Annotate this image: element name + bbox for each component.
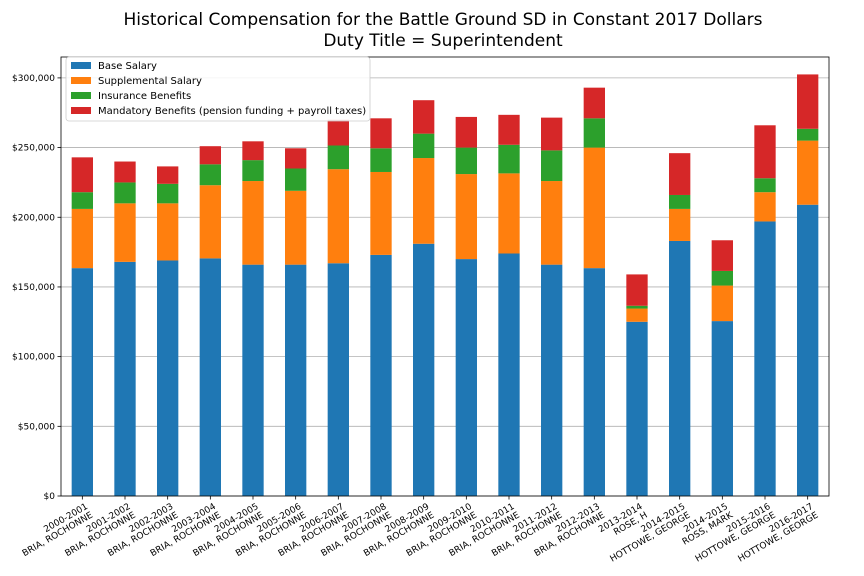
bar-segment-mandatory — [199, 146, 221, 165]
bar-segment-supplemental — [114, 203, 136, 262]
legend-box — [65, 56, 371, 122]
bar-segment-base — [370, 254, 392, 496]
legend-swatch — [71, 92, 91, 99]
bar-segment-mandatory — [157, 166, 179, 184]
bar-segment-base — [797, 204, 819, 496]
bar-segment-mandatory — [754, 125, 776, 179]
y-tick-label: $300,000 — [12, 74, 55, 84]
bar-segment-base — [327, 263, 349, 496]
bar-segment-supplemental — [370, 171, 392, 255]
bar-segment-mandatory — [711, 240, 733, 271]
bar-segment-insurance — [114, 182, 136, 204]
bar-segment-mandatory — [71, 157, 93, 193]
bar-segment-mandatory — [797, 74, 819, 129]
bar-segment-insurance — [797, 128, 819, 141]
y-tick-label: $100,000 — [12, 353, 55, 363]
bar-segment-supplemental — [455, 174, 477, 260]
bar-segment-insurance — [669, 194, 691, 209]
bar-segment-base — [157, 260, 179, 496]
bar-segment-insurance — [285, 168, 307, 191]
bar-segment-mandatory — [114, 161, 136, 183]
bar-segment-insurance — [626, 305, 648, 309]
bar-segment-base — [242, 264, 264, 496]
bar-segment-insurance — [413, 133, 435, 159]
y-tick-label: $0 — [44, 492, 56, 502]
chart-subtitle: Duty Title = Superintendent — [323, 31, 563, 51]
y-tick-label: $250,000 — [12, 144, 55, 154]
bar-segment-supplemental — [285, 190, 307, 265]
y-tick-label: $50,000 — [18, 422, 55, 432]
bar-segment-insurance — [754, 178, 776, 193]
bar-segment-base — [541, 264, 563, 496]
bars-group — [71, 74, 819, 496]
bar-segment-insurance — [157, 183, 179, 204]
bar-segment-base — [114, 261, 136, 496]
bar-segment-supplemental — [327, 169, 349, 264]
bar-segment-base — [583, 268, 605, 496]
bar-segment-base — [669, 240, 691, 496]
bar-segment-mandatory — [242, 141, 264, 161]
bar-segment-mandatory — [327, 119, 349, 146]
bar-segment-mandatory — [583, 87, 605, 119]
bar-segment-supplemental — [157, 203, 179, 261]
bar-segment-mandatory — [498, 114, 520, 145]
legend-swatch — [71, 62, 91, 69]
bar-segment-insurance — [455, 147, 477, 175]
bar-segment-insurance — [71, 192, 93, 209]
bar-segment-base — [71, 268, 93, 496]
bar-segment-supplemental — [711, 285, 733, 322]
bar-segment-mandatory — [541, 117, 563, 151]
bar-segment-insurance — [327, 145, 349, 170]
bar-segment-insurance — [583, 118, 605, 148]
bar-segment-supplemental — [797, 140, 819, 205]
bar-segment-mandatory — [413, 100, 435, 134]
bar-segment-insurance — [370, 148, 392, 172]
bar-segment-supplemental — [199, 185, 221, 259]
bar-segment-base — [711, 321, 733, 496]
bar-segment-base — [498, 253, 520, 496]
legend-swatch — [71, 107, 91, 114]
bar-segment-insurance — [541, 150, 563, 182]
legend-label: Base Salary — [98, 61, 157, 72]
legend-label: Mandatory Benefits (pension funding + pa… — [98, 106, 366, 117]
bar-segment-supplemental — [626, 308, 648, 322]
bar-segment-base — [413, 243, 435, 496]
bar-segment-supplemental — [71, 208, 93, 269]
bar-segment-base — [626, 321, 648, 496]
bar-segment-mandatory — [669, 153, 691, 195]
bar-segment-supplemental — [498, 173, 520, 254]
bar-segment-base — [285, 264, 307, 496]
bar-segment-supplemental — [669, 208, 691, 241]
chart-title: Historical Compensation for the Battle G… — [123, 10, 762, 30]
bar-segment-supplemental — [541, 181, 563, 265]
legend-label: Insurance Benefits — [98, 91, 191, 102]
legend-swatch — [71, 77, 91, 84]
bar-segment-mandatory — [285, 148, 307, 169]
y-axis: $0 $50,000 $100,000 $150,000 $200,000 $250,00… — [12, 74, 61, 502]
bar-segment-mandatory — [626, 274, 648, 306]
bar-segment-insurance — [242, 160, 264, 182]
plot-frame — [60, 56, 830, 497]
bar-segment-supplemental — [242, 181, 264, 265]
bar-segment-insurance — [498, 144, 520, 174]
legend-label: Supplemental Salary — [98, 76, 202, 87]
bar-segment-insurance — [199, 164, 221, 186]
bar-segment-mandatory — [455, 116, 477, 148]
legend: Base Salary Supplemental Salary Insurance … — [65, 56, 371, 122]
y-tick-label: $150,000 — [12, 283, 55, 293]
bar-segment-insurance — [711, 270, 733, 286]
bar-segment-base — [455, 259, 477, 496]
bar-segment-supplemental — [583, 147, 605, 269]
y-tick-label: $200,000 — [12, 213, 55, 223]
bar-segment-mandatory — [370, 118, 392, 149]
bar-segment-supplemental — [413, 158, 435, 244]
bar-segment-supplemental — [754, 192, 776, 222]
bar-segment-base — [199, 258, 221, 496]
bar-segment-base — [754, 221, 776, 496]
